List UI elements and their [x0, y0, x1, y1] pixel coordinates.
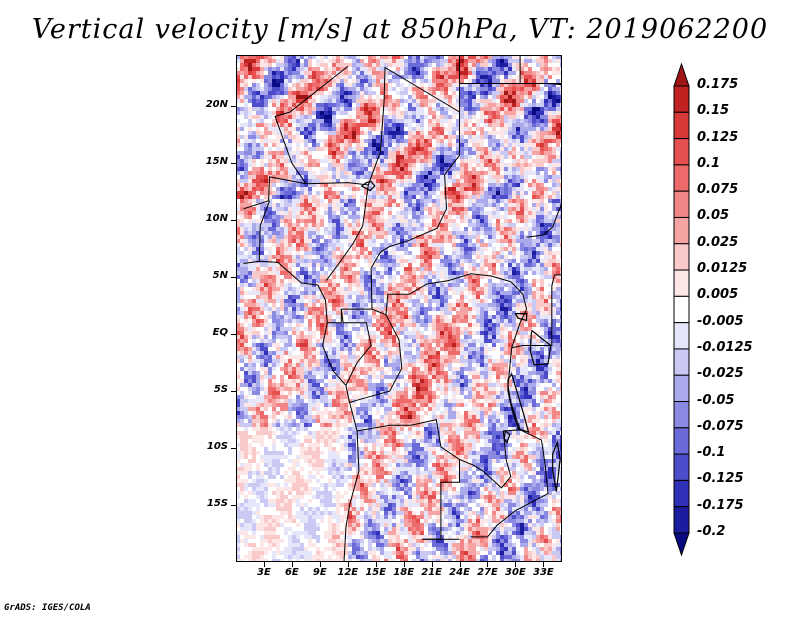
lat-tick-mark — [231, 106, 236, 108]
colorbar-level-label: 0.0125 — [697, 261, 748, 277]
lat-tick-label: 20N — [205, 99, 228, 111]
lon-tick-mark — [347, 562, 349, 567]
colorbar-level-label: -0.005 — [697, 313, 744, 329]
lon-tick-mark — [403, 562, 405, 567]
lon-tick-label: 15E — [365, 567, 387, 578]
lon-tick-mark — [543, 562, 545, 567]
colorbar-level-label: 0.175 — [697, 77, 739, 92]
lat-tick-label: 5N — [212, 270, 228, 282]
lon-tick-label: 6E — [284, 567, 299, 578]
lon-tick-mark — [375, 562, 377, 567]
lakes — [360, 180, 561, 492]
colorbar-level-label: -0.0125 — [697, 339, 753, 355]
lat-tick-label: EQ — [212, 327, 228, 339]
lon-tick-mark — [263, 562, 265, 567]
lon-tick-label: 24E — [449, 567, 470, 578]
lat-tick-mark — [231, 448, 236, 450]
chart-title: Vertical velocity [m/s] at 850hPa, VT: 2… — [31, 14, 769, 45]
lon-tick-label: 30E — [505, 567, 526, 578]
colorbar-level-label: -0.025 — [697, 366, 744, 382]
lat-tick-mark — [231, 505, 236, 507]
colorbar-swatch — [673, 348, 690, 376]
lon-tick-label: 12E — [337, 567, 359, 578]
lon-tick-mark — [459, 562, 461, 567]
colorbar-swatch — [673, 374, 690, 403]
colorbar-level-label: -0.125 — [697, 471, 744, 487]
country-borders — [243, 55, 562, 562]
colorbar-top-arrow — [673, 62, 690, 87]
lon-tick-mark — [431, 562, 433, 567]
lon-tick-mark — [291, 562, 293, 567]
colorbar-swatch — [673, 506, 690, 534]
map-panel — [236, 55, 562, 562]
colorbar-level-label: 0.075 — [697, 182, 739, 198]
colorbar-swatch — [673, 164, 690, 192]
lon-tick-mark — [319, 562, 321, 567]
colorbar-level-label: 0.1 — [697, 155, 721, 171]
colorbar-bottom-arrow — [673, 532, 690, 557]
footer-credit: GrADS: IGES/COLA — [4, 603, 91, 613]
lat-tick-label: 15N — [205, 156, 228, 168]
lon-tick-label: 9E — [312, 567, 327, 578]
colorbar-level-label: -0.1 — [697, 445, 726, 461]
colorbar-level-label: 0.005 — [697, 287, 739, 303]
colorbar-level-label: -0.075 — [697, 418, 744, 434]
lat-tick-label: 10S — [206, 441, 228, 453]
colorbar-swatch — [673, 295, 690, 324]
velocity-field — [236, 55, 562, 562]
colorbar-swatch — [673, 111, 690, 140]
colorbar-level-label: 0.05 — [697, 208, 730, 224]
lon-tick-mark — [487, 562, 489, 567]
lon-tick-mark — [515, 562, 517, 567]
map-frame — [236, 55, 562, 562]
lon-tick-label: 27E — [477, 567, 498, 578]
lat-tick-label: 10N — [205, 213, 228, 225]
colorbar-swatch — [673, 453, 690, 481]
lon-tick-label: 21E — [421, 567, 442, 578]
lat-tick-mark — [231, 334, 236, 336]
colorbar-swatch — [673, 138, 690, 166]
colorbar-level-label: -0.2 — [697, 524, 726, 539]
colorbar-level-label: 0.125 — [697, 129, 739, 145]
colorbar-level-label: -0.175 — [697, 497, 744, 513]
colorbar-level-label: 0.025 — [697, 234, 739, 250]
lat-tick-mark — [231, 220, 236, 222]
colorbar-swatch — [673, 479, 690, 508]
colorbar-swatch — [673, 216, 690, 245]
colorbar-swatch — [673, 243, 690, 271]
lat-tick-label: 15S — [206, 498, 228, 510]
colorbar-swatch — [673, 401, 690, 429]
colorbar-level-label: 0.15 — [697, 103, 730, 119]
colorbar-swatch — [673, 322, 690, 350]
colorbar-swatch — [673, 190, 690, 218]
lon-tick-label: 3E — [257, 567, 271, 578]
lat-tick-mark — [231, 391, 236, 393]
colorbar-swatch — [673, 85, 690, 113]
lon-tick-label: 33E — [532, 567, 554, 578]
colorbar-swatch — [673, 269, 690, 297]
vertical-velocity-map — [236, 55, 562, 562]
colorbar-level-label: -0.05 — [697, 392, 735, 408]
lat-tick-label: 5S — [213, 384, 228, 396]
lon-tick-label: 18E — [393, 567, 415, 578]
colorbar-swatch — [673, 427, 690, 455]
lat-tick-mark — [231, 277, 236, 279]
lat-tick-mark — [231, 163, 236, 165]
